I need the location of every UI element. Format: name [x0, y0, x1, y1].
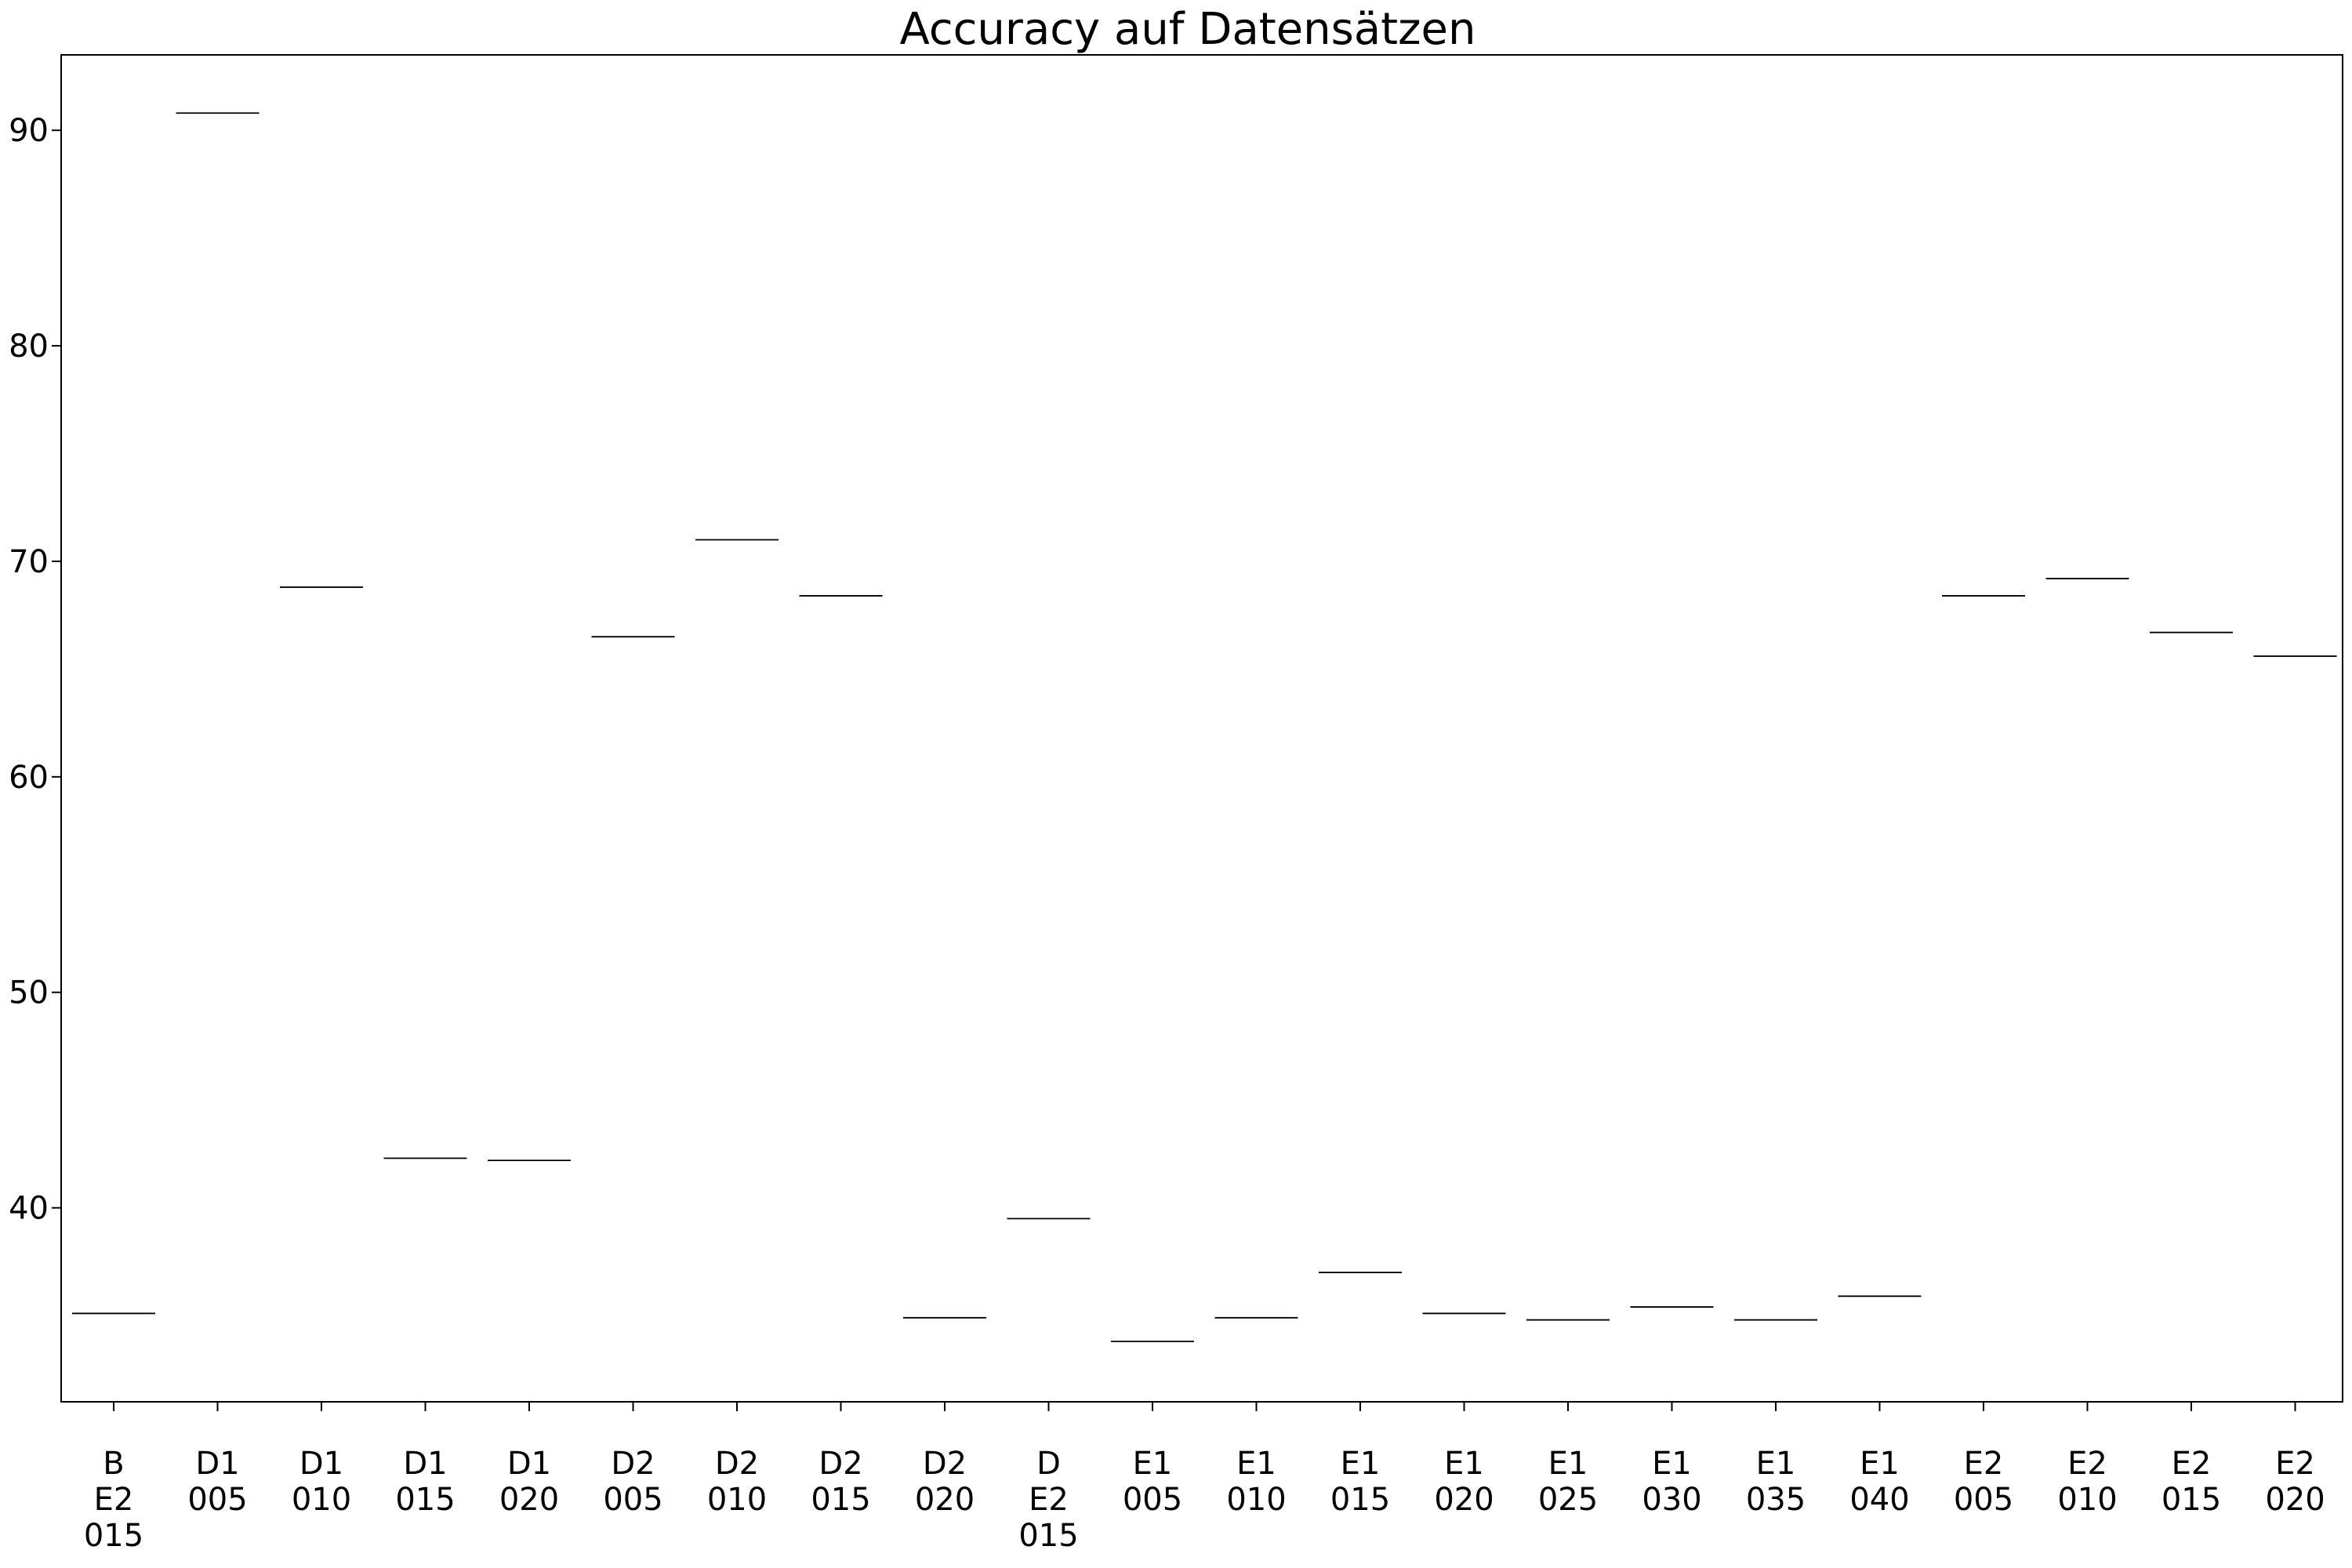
y-tick-label: 40: [9, 1191, 49, 1227]
x-tick-label: E1 005: [1123, 1446, 1182, 1518]
x-tick-label: E1 010: [1226, 1446, 1286, 1518]
x-tick-label: D1 005: [187, 1446, 247, 1518]
x-tick-label: E1 035: [1746, 1446, 1806, 1518]
x-tick-label: E1 015: [1330, 1446, 1390, 1518]
x-tick-label: D2 020: [915, 1446, 975, 1518]
chart-title: Accuracy auf Datensätzen: [900, 4, 1476, 55]
x-tick-label: D1 010: [292, 1446, 351, 1518]
median-lines: [72, 112, 2337, 1342]
y-tick-label: 60: [9, 760, 49, 796]
x-tick-label: E1 025: [1538, 1446, 1598, 1518]
plot-frame: [60, 54, 2343, 1403]
x-tick-label: D1 015: [395, 1446, 455, 1518]
x-tick-label: E2 010: [2057, 1446, 2117, 1518]
x-tick-label: D2 005: [603, 1446, 662, 1518]
x-tick-label: E1 020: [1434, 1446, 1494, 1518]
y-tick-label: 70: [9, 544, 49, 580]
x-tick-label: D2 015: [811, 1446, 870, 1518]
x-tick-label: D E2 015: [1018, 1446, 1078, 1554]
x-axis: B E2 015 D1 005 D1 010 D1 015 D1 020 D2 005 D2 010 D2 01…: [84, 1402, 2325, 1554]
x-tick-label: E2 005: [1954, 1446, 2013, 1518]
x-tick-label: B E2 015: [84, 1446, 143, 1554]
x-tick-label: D2 010: [707, 1446, 767, 1518]
x-tick-label: E1 030: [1642, 1446, 1701, 1518]
y-tick-label: 90: [9, 113, 49, 149]
y-tick-label: 50: [9, 975, 49, 1011]
x-tick-label: E1 040: [1849, 1446, 1909, 1518]
y-axis: 40 50 60 70 80 90: [9, 113, 61, 1227]
x-tick-label: D1 020: [499, 1446, 559, 1518]
x-tick-label: E2 020: [2265, 1446, 2325, 1518]
y-tick-label: 80: [9, 328, 49, 365]
x-tick-label: E2 015: [2161, 1446, 2221, 1518]
